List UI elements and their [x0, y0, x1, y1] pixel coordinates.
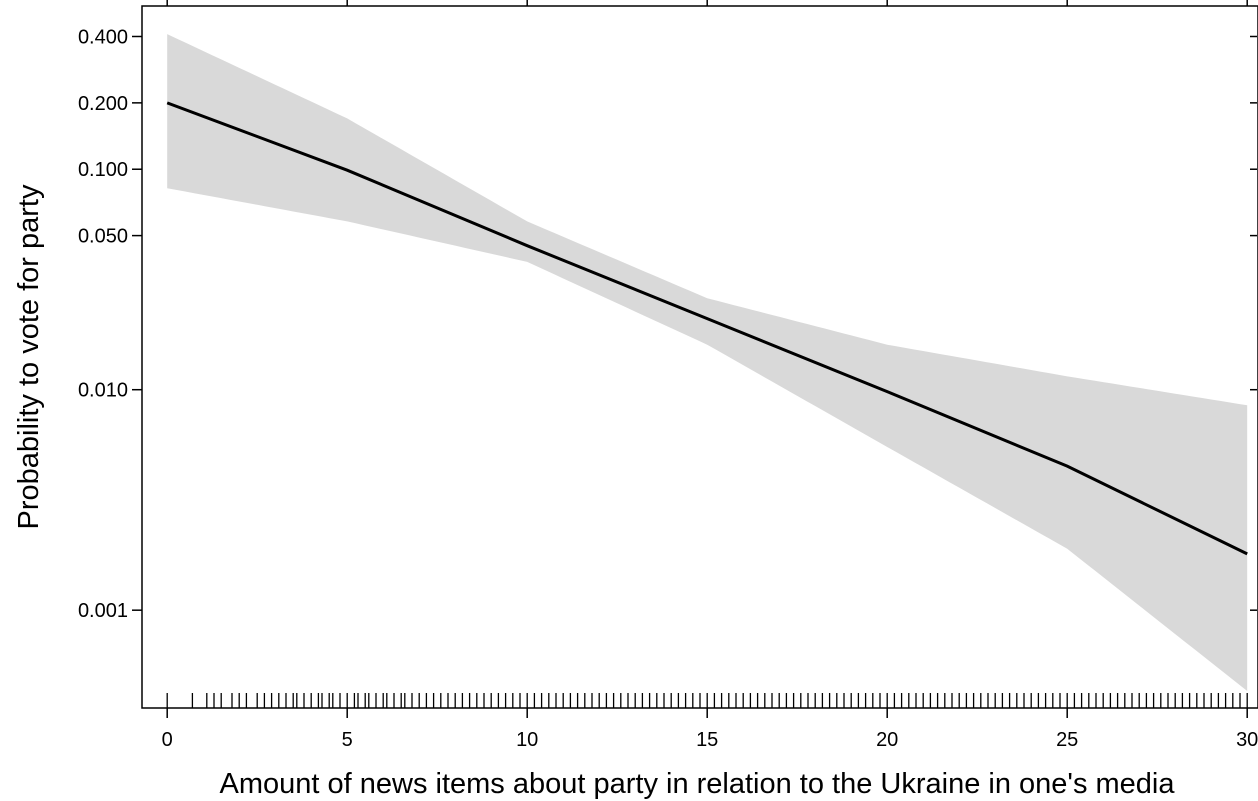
x-tick-label: 30: [1236, 729, 1258, 751]
rug-layer: [166, 693, 1248, 708]
x-tick-label: 0: [162, 729, 173, 751]
confidence-band: [167, 34, 1248, 691]
y-tick-label: 0.050: [78, 226, 128, 248]
plot-frame: [141, 5, 1258, 709]
fit-line-layer: [166, 101, 1248, 556]
x-axis: 0 5 10 15 20 25 30: [162, 0, 1258, 751]
x-axis-label: Amount of news items about party in rela…: [220, 768, 1176, 800]
y-tick-label: 0.200: [78, 93, 128, 115]
y-tick-label: 0.400: [78, 26, 128, 48]
y-tick-label: 0.100: [78, 159, 128, 181]
confidence-band-layer: [167, 34, 1248, 691]
x-tick-label: 5: [342, 729, 353, 751]
x-tick-label: 15: [696, 729, 718, 751]
y-axis-label: Probability to vote for party: [13, 184, 45, 529]
x-tick-label: 10: [516, 729, 538, 751]
y-axis: 0.400 0.200 0.100 0.050 0.010 0.001: [78, 26, 1257, 622]
y-tick-label: 0.010: [78, 380, 128, 402]
y-tick-label: 0.001: [78, 600, 128, 622]
x-tick-label: 25: [1056, 729, 1078, 751]
x-tick-label: 20: [876, 729, 898, 751]
